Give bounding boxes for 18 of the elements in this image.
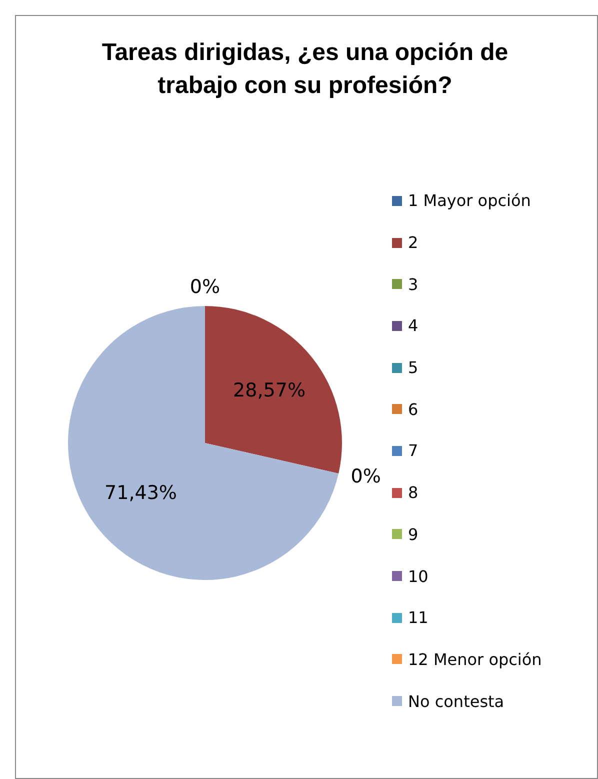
legend-label: 4 <box>408 316 418 336</box>
legend-label: 9 <box>408 524 418 544</box>
data-label: 28,57% <box>233 380 306 402</box>
legend-label: 11 <box>408 608 428 628</box>
legend-label: 12 Menor opción <box>408 650 542 669</box>
legend-label: 6 <box>408 400 418 419</box>
text: 0% <box>190 276 220 298</box>
text: 0% <box>350 465 381 488</box>
legend-label: 8 <box>408 483 418 502</box>
legend-label: 3 <box>408 274 418 294</box>
legend-label: 10 <box>408 566 428 586</box>
data-label: 71,43% <box>104 482 177 504</box>
legend-label: 2 <box>408 233 418 252</box>
legend-label: 5 <box>408 358 418 378</box>
legend-label: 7 <box>408 441 418 460</box>
legend-label: No contesta <box>408 692 504 711</box>
chart-title: Tareas dirigidas, ¿es una opción de trabajo con su profesión? <box>100 38 510 101</box>
legend-label: 1 Mayor opción <box>408 191 531 210</box>
